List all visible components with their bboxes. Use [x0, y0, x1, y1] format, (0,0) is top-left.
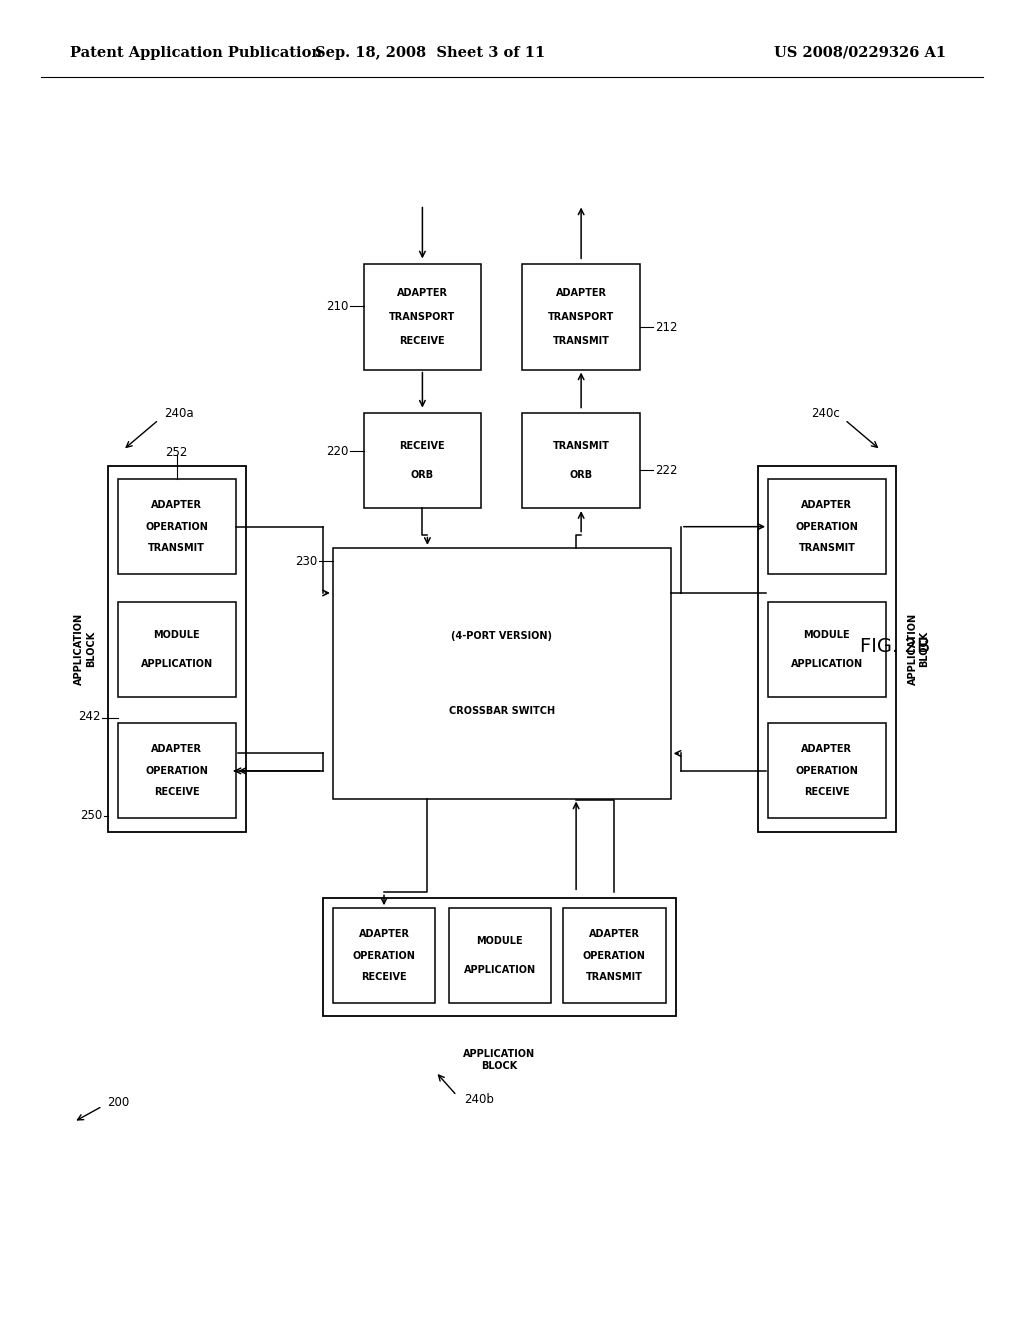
Text: (4-PORT VERSION): (4-PORT VERSION) — [452, 631, 552, 640]
Text: APPLICATION: APPLICATION — [791, 659, 863, 669]
Bar — [522, 264, 640, 370]
Text: 222: 222 — [655, 463, 678, 477]
Text: ADAPTER: ADAPTER — [152, 500, 202, 511]
Text: MODULE: MODULE — [804, 630, 850, 640]
Text: Patent Application Publication: Patent Application Publication — [70, 46, 322, 59]
Text: TRANSMIT: TRANSMIT — [148, 543, 205, 553]
Text: APPLICATION: APPLICATION — [140, 659, 213, 669]
Bar — [118, 723, 236, 818]
Text: MODULE: MODULE — [476, 936, 523, 946]
Text: APPLICATION
BLOCK: APPLICATION BLOCK — [74, 612, 96, 685]
Bar — [768, 723, 886, 818]
Text: US 2008/0229326 A1: US 2008/0229326 A1 — [774, 46, 946, 59]
Bar — [323, 898, 676, 1016]
Bar — [522, 413, 640, 508]
Text: APPLICATION: APPLICATION — [464, 965, 536, 975]
Text: RECEIVE: RECEIVE — [804, 787, 850, 797]
Text: ADAPTER: ADAPTER — [802, 500, 852, 511]
Bar — [563, 908, 666, 1003]
Bar — [118, 479, 236, 574]
Text: 240c: 240c — [811, 407, 840, 420]
Text: OPERATION: OPERATION — [352, 950, 416, 961]
Text: ADAPTER: ADAPTER — [802, 744, 852, 755]
Text: TRANSMIT: TRANSMIT — [553, 441, 609, 451]
Text: 200: 200 — [108, 1096, 130, 1109]
Text: TRANSMIT: TRANSMIT — [553, 335, 609, 346]
Text: TRANSPORT: TRANSPORT — [389, 312, 456, 322]
Text: TRANSMIT: TRANSMIT — [586, 972, 643, 982]
Text: OPERATION: OPERATION — [583, 950, 646, 961]
Text: ADAPTER: ADAPTER — [589, 929, 640, 940]
Text: ADAPTER: ADAPTER — [556, 288, 606, 298]
Bar — [758, 466, 896, 832]
Text: FIG. 2B: FIG. 2B — [860, 638, 931, 656]
Text: OPERATION: OPERATION — [796, 521, 858, 532]
Text: 212: 212 — [655, 321, 678, 334]
Text: RECEIVE: RECEIVE — [154, 787, 200, 797]
Text: 252: 252 — [166, 446, 187, 459]
Text: 240a: 240a — [164, 407, 194, 420]
Text: APPLICATION
BLOCK: APPLICATION BLOCK — [463, 1049, 536, 1071]
Text: MODULE: MODULE — [154, 630, 200, 640]
Bar — [333, 908, 435, 1003]
Text: CROSSBAR SWITCH: CROSSBAR SWITCH — [449, 706, 555, 715]
Text: 230: 230 — [295, 554, 317, 568]
Bar — [118, 602, 236, 697]
Text: ADAPTER: ADAPTER — [358, 929, 410, 940]
Text: OPERATION: OPERATION — [796, 766, 858, 776]
Text: APPLICATION
BLOCK: APPLICATION BLOCK — [907, 612, 930, 685]
Text: 210: 210 — [326, 300, 348, 313]
Text: ORB: ORB — [569, 470, 593, 480]
Text: Sep. 18, 2008  Sheet 3 of 11: Sep. 18, 2008 Sheet 3 of 11 — [315, 46, 545, 59]
Text: 220: 220 — [326, 445, 348, 458]
Text: ORB: ORB — [411, 470, 434, 480]
Text: 242: 242 — [78, 710, 100, 723]
Text: TRANSMIT: TRANSMIT — [799, 543, 855, 553]
Bar — [768, 602, 886, 697]
Bar — [768, 479, 886, 574]
Text: OPERATION: OPERATION — [145, 521, 208, 532]
Text: 240b: 240b — [464, 1093, 494, 1106]
Text: RECEIVE: RECEIVE — [361, 972, 407, 982]
Text: RECEIVE: RECEIVE — [399, 335, 445, 346]
Bar — [108, 466, 246, 832]
Text: ADAPTER: ADAPTER — [397, 288, 447, 298]
Text: OPERATION: OPERATION — [145, 766, 208, 776]
Text: RECEIVE: RECEIVE — [399, 441, 445, 451]
Bar — [333, 548, 671, 799]
Bar — [449, 908, 551, 1003]
Bar — [364, 264, 481, 370]
Text: 250: 250 — [80, 809, 102, 822]
Bar — [364, 413, 481, 508]
Text: TRANSPORT: TRANSPORT — [548, 312, 614, 322]
Text: ADAPTER: ADAPTER — [152, 744, 202, 755]
